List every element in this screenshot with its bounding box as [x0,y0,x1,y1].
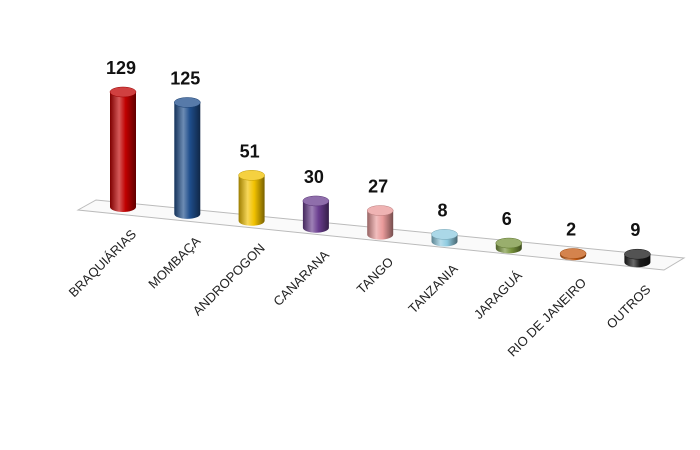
x-tick-label: ANDROPOGON [190,240,268,318]
bar-top [624,248,651,260]
bar-top [238,170,265,181]
bar [174,102,201,219]
bar [367,210,394,240]
data-label: 51 [240,141,260,161]
data-label: 30 [304,167,324,187]
data-label: 9 [630,220,640,240]
data-label: 129 [106,58,136,78]
x-tick-label: TANGO [354,254,397,297]
bar [110,92,136,212]
bar-top [495,237,523,249]
x-tick-label: BRAQUIÁRIAS [66,226,140,300]
bar [238,175,265,226]
bar-top [174,97,201,108]
data-label: 27 [368,177,388,197]
bar-top [431,229,458,240]
bar-top [109,86,137,98]
data-label: 2 [566,220,576,240]
bar-top [366,205,394,216]
x-tick-label: OUTROS [604,281,654,331]
x-tick-label: JARAGUÁ [471,268,525,322]
data-label: 6 [502,209,512,229]
x-tick-label: CANARANA [270,247,332,309]
x-tick-label: TANZANIA [405,261,461,317]
bar-top [302,195,330,207]
bar [302,200,329,233]
data-label: 8 [437,200,447,220]
x-tick-label: RIO DE JANEIRO [505,275,590,360]
data-label: 125 [170,68,200,88]
x-tick-label: MOMBAÇA [145,233,203,291]
bar-top [559,248,587,259]
